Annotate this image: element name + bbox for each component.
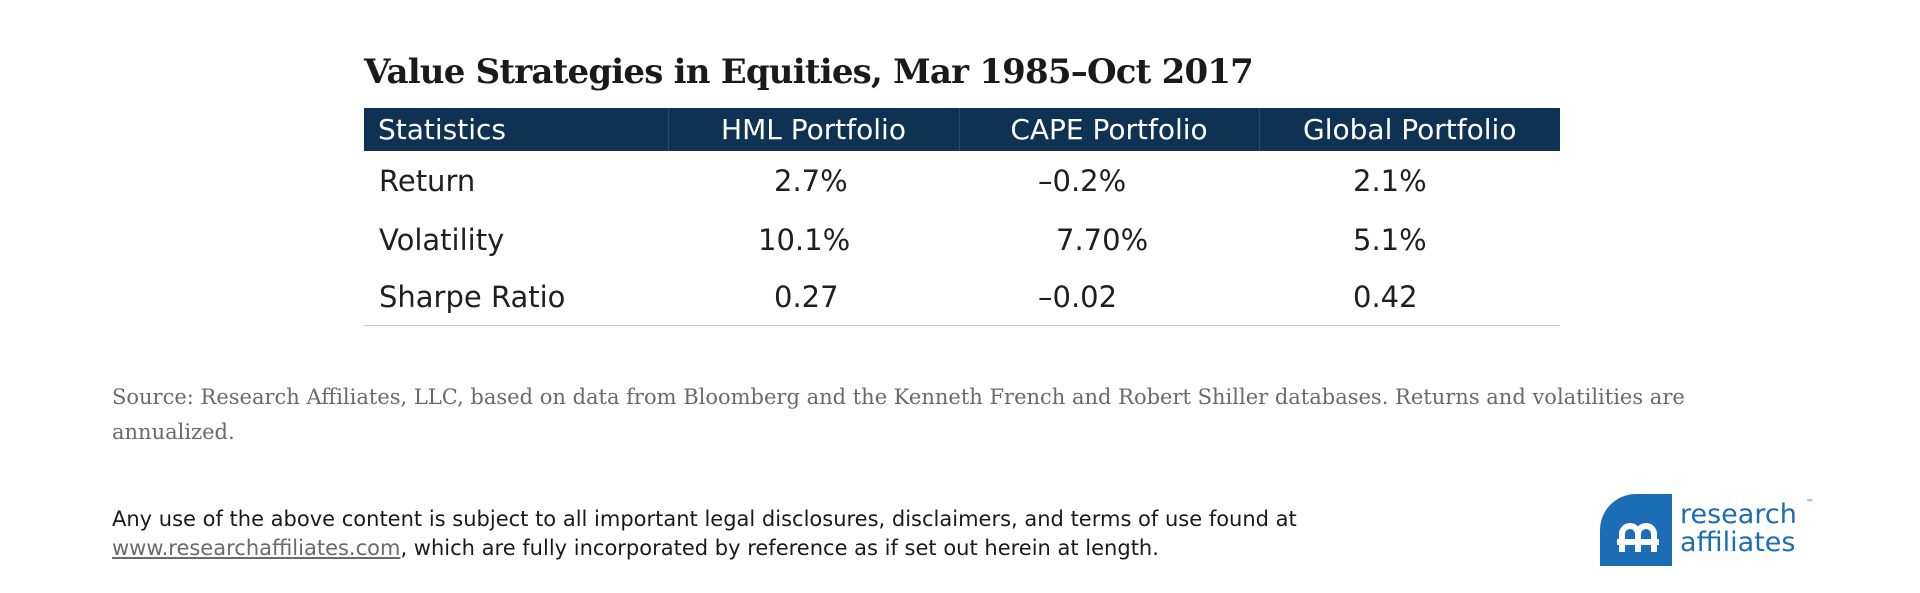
cell-sharpe-cape: –0.02 — [959, 268, 1259, 326]
cell-value: –0.2% — [1038, 164, 1127, 198]
disclaimer-text-before: Any use of the above content is subject … — [112, 507, 1297, 531]
logo-wordmark: research affiliates — [1680, 501, 1797, 557]
cell-sharpe-hml: 0.27 — [668, 268, 959, 326]
trademark-symbol: ™ — [1806, 498, 1814, 507]
cell-value: 2.1% — [1353, 164, 1427, 198]
cell-value: 2.7% — [774, 164, 848, 198]
research-affiliates-logo: research affiliates ™ — [1600, 494, 1830, 566]
legal-disclaimer: Any use of the above content is subject … — [112, 505, 1462, 563]
cell-volatility-global: 5.1% — [1259, 211, 1560, 268]
cell-value: –0.02 — [1038, 279, 1118, 314]
cell-return-cape: –0.2% — [959, 151, 1259, 211]
row-label-return: Return — [379, 164, 476, 198]
logo-line-research: research — [1680, 499, 1797, 530]
cell-value: 5.1% — [1353, 222, 1427, 257]
table-header-row: Statistics HML Portfolio CAPE Portfolio … — [364, 108, 1560, 151]
website-link[interactable]: www.researchaffiliates.com — [112, 536, 401, 560]
column-header-global: Global Portfolio — [1259, 108, 1560, 151]
table-row-return: Return 2.7% –0.2% 2.1% — [364, 151, 1560, 211]
table-row-volatility: Volatility 10.1% 7.70% 5.1% — [364, 211, 1560, 268]
cell-value: 10.1% — [758, 222, 851, 257]
cell-value: 7.70% — [1056, 222, 1149, 257]
cell-volatility-hml: 10.1% — [668, 211, 959, 268]
cell-value: 0.42 — [1353, 279, 1418, 314]
disclaimer-text-after: , which are fully incorporated by refere… — [400, 536, 1159, 560]
source-note: Source: Research Affiliates, LLC, based … — [112, 385, 1685, 444]
column-header-cape: CAPE Portfolio — [959, 108, 1260, 151]
cell-return-global: 2.1% — [1259, 151, 1560, 211]
column-header-statistics: Statistics — [364, 108, 669, 151]
cell-value: 0.27 — [774, 279, 839, 314]
cell-return-hml: 2.7% — [668, 151, 959, 211]
logo-line-affiliates: affiliates — [1680, 527, 1796, 558]
ra-monogram-icon — [1600, 494, 1672, 566]
row-label-volatility: Volatility — [379, 222, 505, 257]
statistics-table: Statistics HML Portfolio CAPE Portfolio … — [364, 108, 1560, 326]
table-title: Value Strategies in Equities, Mar 1985–O… — [364, 52, 1254, 92]
cell-volatility-cape: 7.70% — [959, 211, 1259, 268]
column-header-hml: HML Portfolio — [668, 108, 960, 151]
cell-sharpe-global: 0.42 — [1259, 268, 1560, 326]
row-label-sharpe-ratio: Sharpe Ratio — [364, 268, 668, 326]
table-row-sharpe-ratio: Sharpe Ratio 0.27 –0.02 0.42 — [364, 268, 1560, 326]
